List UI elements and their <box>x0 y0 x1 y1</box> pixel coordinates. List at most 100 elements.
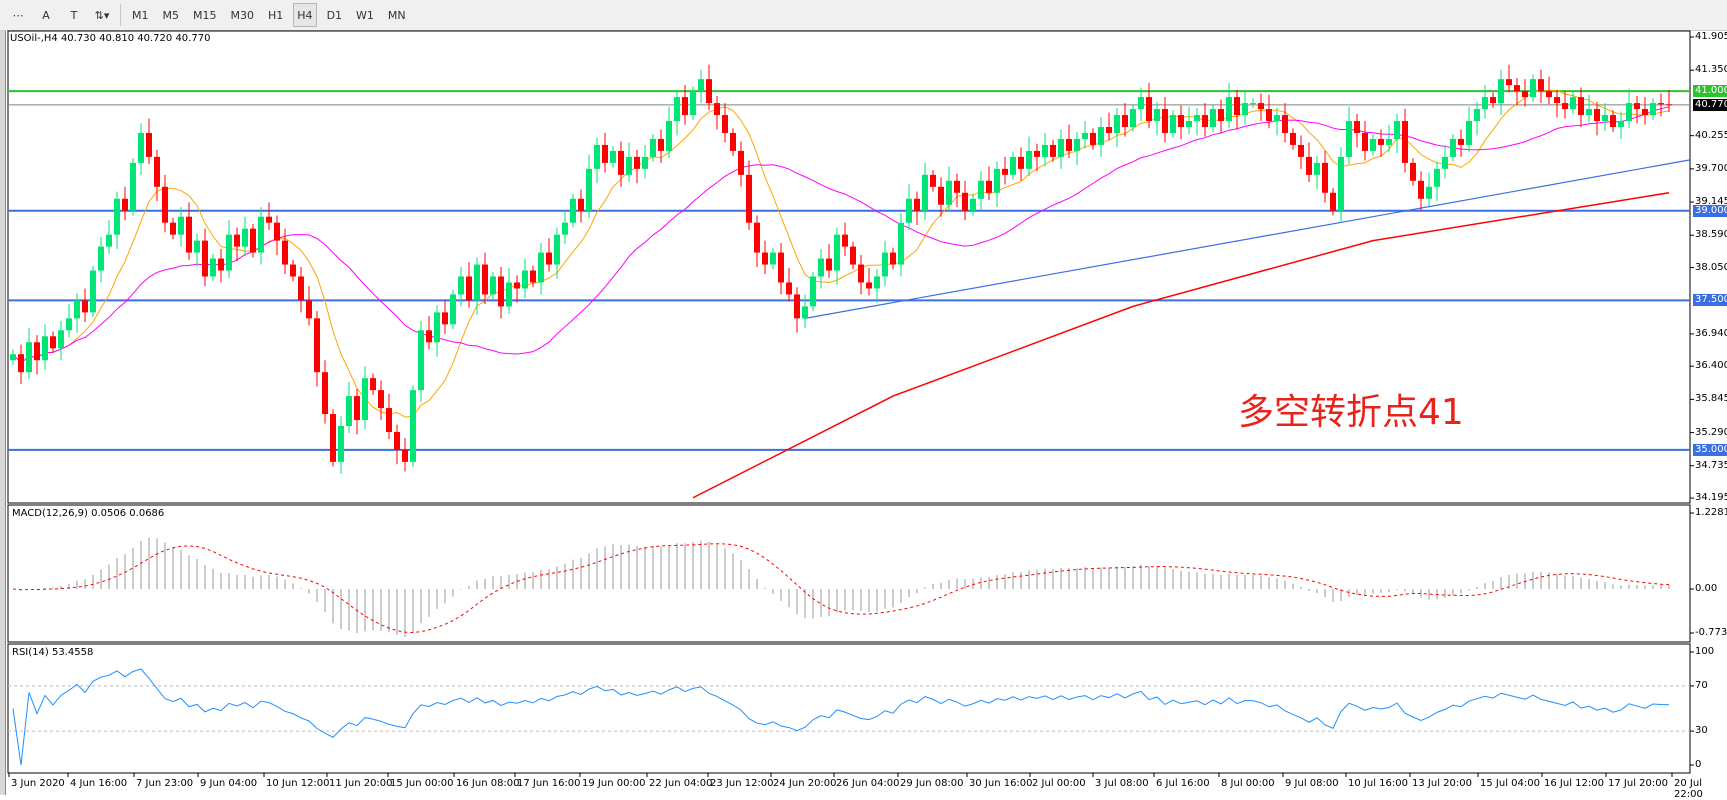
candle-body <box>826 258 832 271</box>
candle-body <box>618 150 624 175</box>
timeframe-d1-button[interactable]: D1 <box>326 8 343 22</box>
level-label: 37.500 <box>1693 294 1727 307</box>
candle-body <box>626 156 632 175</box>
time-tick-label: 4 Jun 16:00 <box>70 778 128 789</box>
ma-fast-line <box>12 89 1670 418</box>
timeframe-w1-button[interactable]: W1 <box>356 8 374 22</box>
toolbar-separator <box>120 4 121 26</box>
candle-body <box>106 234 112 247</box>
price-tick-label: 35.290 <box>1695 426 1727 438</box>
candle-body <box>1306 156 1312 175</box>
candle-body <box>1458 138 1464 145</box>
candle-body <box>634 156 640 169</box>
candle-body <box>322 372 328 415</box>
candle-body <box>538 252 544 283</box>
candle-body <box>490 276 496 295</box>
candle-body <box>1506 79 1512 86</box>
arrows-icon[interactable]: ⇅▾ <box>94 8 110 22</box>
timeframe-m30-button[interactable]: M30 <box>230 8 255 22</box>
candle-body <box>898 222 904 265</box>
candle-body <box>1394 121 1400 139</box>
candle-body <box>1442 156 1448 169</box>
time-tick-label: 23 Jun 12:00 <box>710 778 774 789</box>
period-separators-icon[interactable]: ⋯ <box>12 8 24 22</box>
timeframe-m1-button[interactable]: M1 <box>132 8 149 22</box>
candle-body <box>186 216 192 253</box>
candle-body <box>770 252 776 265</box>
candle-body <box>946 180 952 205</box>
time-tick-label: 30 Jun 16:00 <box>969 778 1033 789</box>
candle-body <box>778 252 784 283</box>
candle-body <box>1082 132 1088 139</box>
price-tick-label: 39.700 <box>1695 162 1727 174</box>
candle-body <box>1434 168 1440 187</box>
candle-body <box>1402 121 1408 163</box>
candle-body <box>90 270 96 313</box>
candle-body <box>1018 156 1024 169</box>
candle-body <box>1514 85 1520 92</box>
candle-body <box>434 312 440 343</box>
candle-body <box>138 132 144 163</box>
macd-signal-line <box>12 543 1670 634</box>
candle-body <box>466 276 472 301</box>
timeframe-m15-button[interactable]: M15 <box>193 8 217 22</box>
candle-body <box>1202 115 1208 127</box>
time-tick-label: 26 Jun 04:00 <box>836 778 900 789</box>
candle-body <box>1498 79 1504 104</box>
rsi-tick-label: 70 <box>1695 679 1708 691</box>
candle-body <box>298 276 304 301</box>
text-label-icon[interactable]: T <box>70 8 78 22</box>
candle-body <box>234 234 240 247</box>
timeframe-m5-button[interactable]: M5 <box>162 8 180 22</box>
candle-body <box>866 282 872 289</box>
annotation-text: 多空转折点41 <box>1238 392 1464 433</box>
level-label: 40.770 <box>1693 98 1727 111</box>
candle-body <box>1178 115 1184 127</box>
candle-body <box>1170 115 1176 133</box>
candle-body <box>930 174 936 187</box>
level-label: 41.000 <box>1693 85 1727 98</box>
candle-body <box>1226 97 1232 122</box>
candle-body <box>994 168 1000 193</box>
candle-body <box>1482 97 1488 110</box>
candle-body <box>250 228 256 253</box>
time-tick-label: 3 Jul 08:00 <box>1095 778 1149 789</box>
timeframe-h1-button[interactable]: H1 <box>268 8 284 22</box>
candle-body <box>914 198 920 211</box>
candle-body <box>874 276 880 289</box>
candle-body <box>986 180 992 193</box>
candle-body <box>306 300 312 319</box>
macd-tick-label: 1.2281 <box>1695 507 1727 518</box>
candle-body <box>1594 109 1600 122</box>
time-tick-label: 24 Jun 20:00 <box>773 778 837 789</box>
text-icon[interactable]: A <box>42 8 50 22</box>
candle-body <box>978 180 984 199</box>
trendline[interactable] <box>804 159 1691 319</box>
candle-body <box>154 156 160 187</box>
candle-body <box>458 276 464 295</box>
candle-body <box>1330 192 1336 211</box>
macd-pane <box>7 504 1691 643</box>
candle-body <box>1162 109 1168 133</box>
candle-body <box>1426 186 1432 199</box>
candle-body <box>1130 109 1136 127</box>
candle-body <box>1450 138 1456 157</box>
candle-body <box>58 330 64 349</box>
candle-body <box>730 132 736 151</box>
candle-body <box>1666 104 1672 106</box>
level-label: 35.000 <box>1693 443 1727 456</box>
price-tick-label: 38.590 <box>1695 229 1727 241</box>
toolbar: ⋯ A T ⇅▾ M1 M5 M15 M30 H1 H4 D1 W1 MN <box>0 0 1727 31</box>
candle-body <box>674 97 680 122</box>
time-tick-label: 15 Jul 04:00 <box>1480 778 1540 789</box>
candle-body <box>82 300 88 313</box>
price-tick-label: 41.905 <box>1695 31 1727 42</box>
candle-body <box>1538 79 1544 92</box>
timeframe-mn-button[interactable]: MN <box>387 8 406 22</box>
candle-body <box>1618 121 1624 127</box>
timeframe-h4-button[interactable]: H4 <box>293 3 317 27</box>
candle-body <box>338 425 344 462</box>
candle-body <box>178 216 184 235</box>
candle-body <box>1466 121 1472 145</box>
